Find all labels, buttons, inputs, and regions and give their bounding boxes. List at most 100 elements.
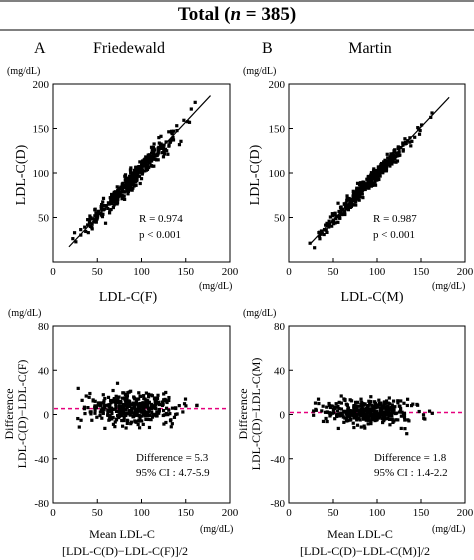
data-point (352, 403, 356, 408)
data-point (393, 405, 397, 409)
data-point (335, 414, 339, 419)
data-point (139, 414, 144, 418)
data-point (79, 233, 83, 237)
data-point (369, 171, 374, 175)
data-point (130, 188, 134, 192)
panel-a-y-unit: (mg/dL) (7, 66, 40, 77)
data-point (126, 399, 130, 403)
data-point (405, 397, 410, 401)
data-point (355, 412, 359, 417)
data-point (352, 425, 356, 430)
data-point (384, 168, 389, 172)
panel-b-stat-p: p < 0.001 (373, 229, 415, 241)
data-point (124, 177, 128, 181)
data-point (101, 410, 105, 414)
data-point (399, 426, 403, 431)
data-point (357, 195, 361, 199)
panel-b-y-unit: (mg/dL) (243, 66, 276, 77)
data-point (114, 403, 118, 407)
panel-b-y-label: LDL-C(D) (248, 144, 263, 205)
data-point (368, 176, 372, 181)
data-point (362, 424, 366, 428)
data-point (148, 413, 152, 418)
data-point (146, 155, 150, 159)
data-point (356, 400, 360, 404)
data-point (146, 411, 150, 415)
data-point (118, 406, 122, 411)
data-point (129, 166, 133, 170)
data-point (363, 185, 367, 189)
data-point (325, 410, 329, 414)
data-point (316, 397, 321, 401)
data-point (342, 420, 346, 424)
data-point (392, 419, 396, 423)
data-point (106, 395, 111, 400)
data-point (397, 150, 401, 154)
data-point (182, 118, 186, 122)
data-point (352, 192, 357, 196)
panel-d-stat-diff: Difference = 1.8 (374, 452, 447, 464)
data-point (132, 395, 136, 399)
data-point (155, 413, 159, 417)
data-point (328, 215, 333, 219)
data-point (339, 401, 344, 405)
data-point (100, 202, 104, 207)
data-point (330, 224, 334, 228)
data-point (101, 212, 105, 216)
data-point (146, 417, 151, 422)
data-point (167, 144, 171, 148)
data-point (344, 412, 348, 416)
data-point (121, 183, 125, 187)
data-point (360, 190, 364, 194)
data-point (314, 407, 318, 411)
data-point (403, 137, 407, 141)
data-point (157, 136, 161, 140)
data-point (320, 409, 324, 413)
data-point (391, 405, 395, 410)
data-point (153, 157, 157, 161)
data-point (94, 220, 98, 224)
data-point (413, 135, 417, 139)
data-point (91, 399, 95, 403)
data-point (319, 232, 323, 236)
data-point (371, 412, 376, 416)
data-point (362, 413, 366, 417)
data-point (140, 172, 144, 176)
plot-area-martin: 0 50 100 150 200 50 100 150 200 (269, 79, 474, 278)
data-point (373, 400, 377, 404)
y-tick-label: -40 (270, 454, 285, 466)
data-point (312, 409, 316, 413)
x-tick-label: 0 (50, 266, 56, 278)
title-n: n (230, 4, 241, 25)
data-point (376, 412, 380, 416)
data-point (354, 203, 358, 207)
data-point (325, 230, 329, 234)
data-point (389, 160, 393, 164)
data-point (138, 160, 142, 164)
data-point (115, 191, 120, 195)
data-point (354, 416, 359, 420)
data-point (370, 181, 374, 185)
data-point (396, 146, 400, 150)
data-point (114, 409, 119, 414)
data-point (144, 165, 148, 169)
data-point (339, 211, 343, 215)
data-point (427, 409, 432, 413)
data-point (361, 185, 365, 190)
data-point (102, 408, 106, 412)
data-point (366, 179, 370, 183)
data-point (337, 406, 341, 411)
data-point (376, 170, 380, 174)
data-point (312, 413, 316, 417)
data-point (363, 402, 367, 406)
data-point (161, 155, 166, 159)
panel-c: (mg/dL) Difference LDL-C(D)−LDL-C(F) Mea… (2, 308, 233, 558)
panel-c-y-label-2: LDL-C(D)−LDL-C(F) (15, 360, 29, 469)
data-point (352, 411, 356, 415)
data-point (354, 404, 358, 408)
data-point (393, 156, 397, 160)
data-point (147, 392, 151, 396)
data-point (175, 412, 179, 416)
data-point (123, 407, 128, 411)
data-point (115, 381, 120, 385)
